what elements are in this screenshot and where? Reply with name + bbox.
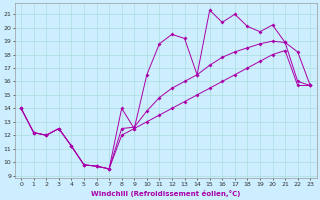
X-axis label: Windchill (Refroidissement éolien,°C): Windchill (Refroidissement éolien,°C) [91, 190, 240, 197]
